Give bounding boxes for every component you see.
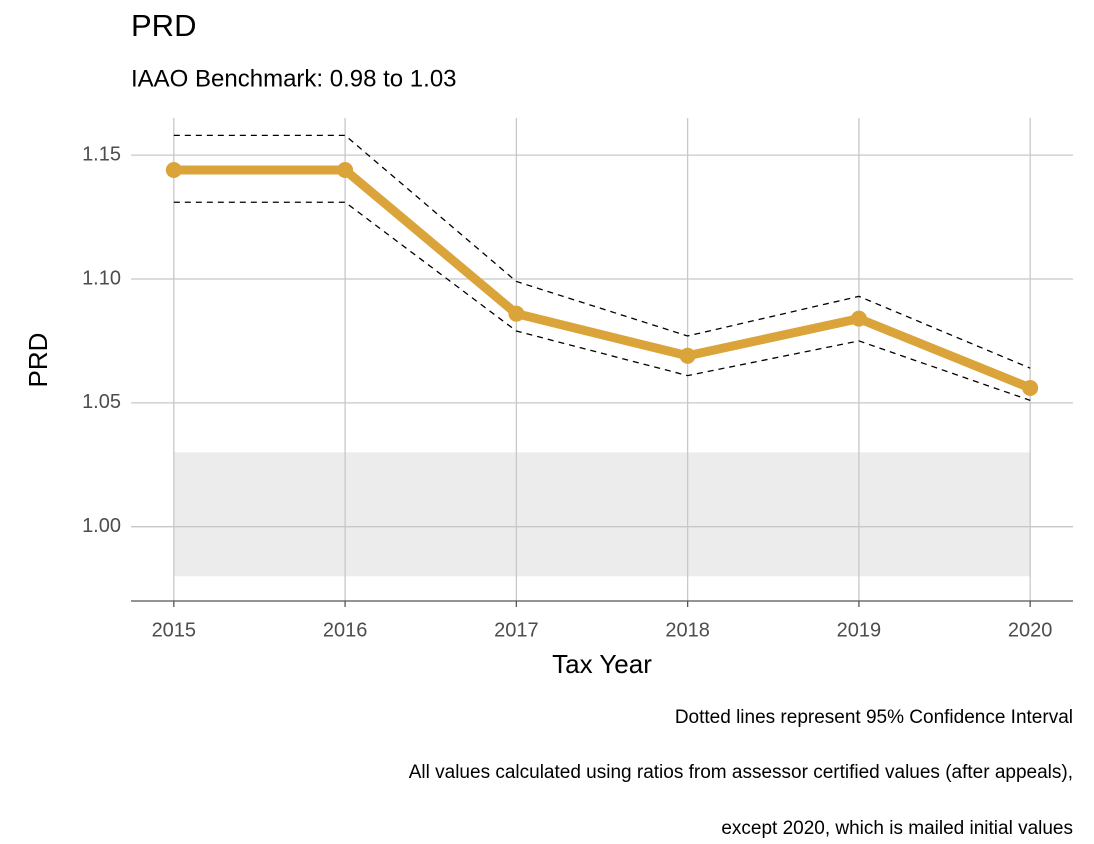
y-tick-label: 1.05 (82, 391, 121, 413)
note: Dotted lines represent 95% Confidence In… (675, 707, 1073, 728)
x-tick-label: 2019 (837, 619, 882, 641)
x-tick-label: 2020 (1008, 619, 1053, 641)
prd-point (679, 347, 696, 364)
x-tick-label: 2017 (494, 619, 539, 641)
prd-point (508, 305, 525, 322)
prd-point (850, 310, 867, 327)
prd-point (1022, 379, 1039, 396)
confidence-line (173, 134, 1031, 369)
y-tick-label: 1.00 (82, 515, 121, 537)
chart-title: PRD (131, 8, 196, 43)
note: All values calculated using ratios from … (409, 762, 1073, 783)
x-tick-label: 2018 (665, 619, 710, 641)
x-axis-title: Tax Year (552, 649, 652, 679)
prd-point (337, 162, 354, 179)
y-tick-label: 1.15 (82, 143, 121, 165)
y-axis-title: PRD (23, 333, 53, 388)
x-tick-label: 2016 (323, 619, 368, 641)
y-tick-label: 1.10 (82, 267, 121, 289)
prd-point (165, 162, 182, 179)
benchmark-band (173, 452, 1031, 577)
confidence-line (173, 201, 1031, 401)
x-tick-label: 2015 (152, 619, 197, 641)
chart-subtitle: IAAO Benchmark: 0.98 to 1.03 (131, 65, 457, 92)
prd-line (173, 165, 1032, 393)
note: except 2020, which is mailed initial val… (721, 818, 1073, 839)
